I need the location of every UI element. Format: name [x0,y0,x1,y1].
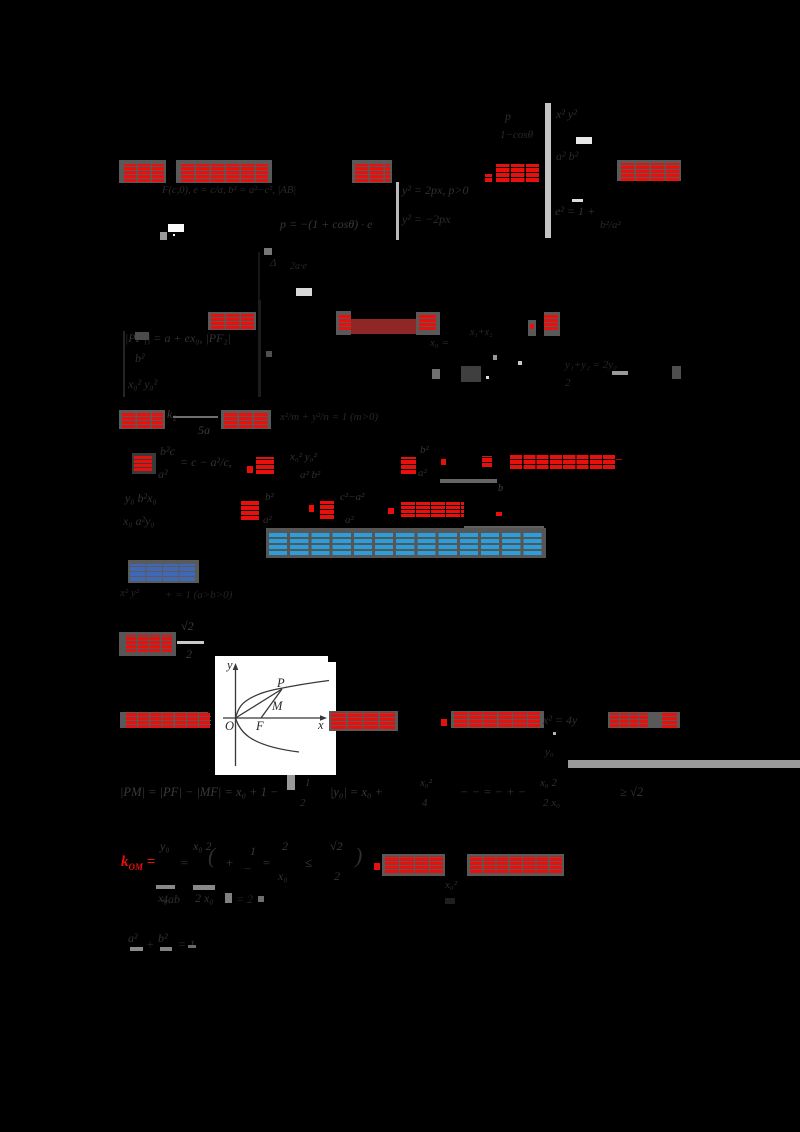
svg-text:y: y [225,658,233,672]
svg-text:O: O [225,719,234,733]
svg-text:M: M [271,699,283,713]
svg-text:P: P [276,676,285,690]
svg-text:x: x [317,718,324,732]
svg-text:F: F [255,719,264,733]
